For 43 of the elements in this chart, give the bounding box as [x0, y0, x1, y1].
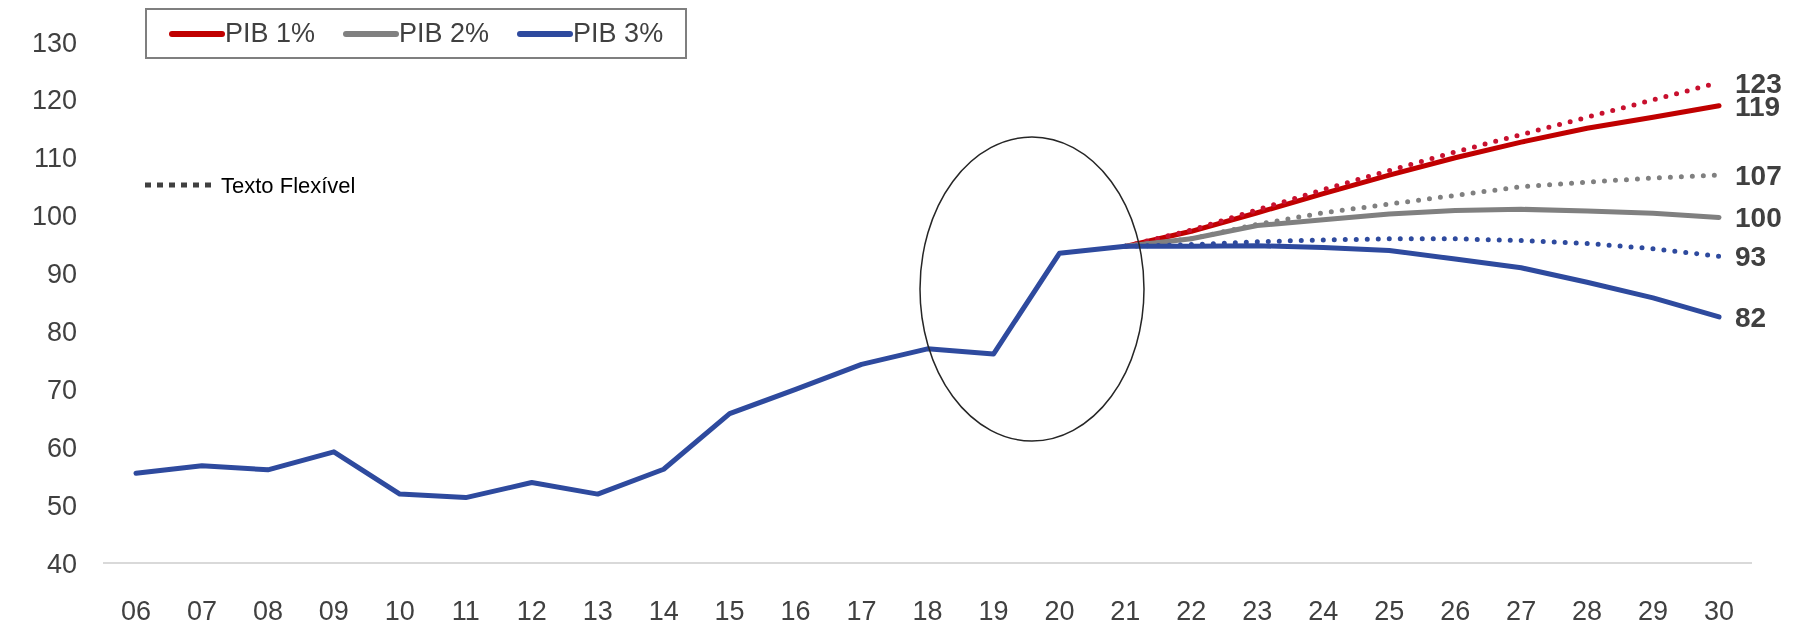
y-tick-label: 60	[46, 432, 77, 463]
y-tick-label: 40	[46, 548, 77, 579]
x-tick-label: 29	[1638, 596, 1669, 627]
x-tick-label: 12	[516, 596, 547, 627]
x-tick-label: 15	[714, 596, 745, 627]
x-tick-label: 24	[1308, 596, 1339, 627]
data-label: 93	[1735, 241, 1767, 273]
y-tick-label: 80	[46, 317, 77, 348]
x-tick-label: 10	[384, 596, 415, 627]
x-tick-label: 07	[186, 596, 217, 627]
data-label: 82	[1735, 301, 1767, 333]
x-tick-label: 22	[1176, 596, 1207, 627]
x-tick-label: 06	[120, 596, 151, 627]
legend-label: PIB 2%	[399, 18, 490, 49]
x-tick-label: 19	[978, 596, 1009, 627]
x-tick-label: 08	[252, 596, 283, 627]
x-tick-label: 26	[1440, 596, 1471, 627]
x-tick-label: 25	[1374, 596, 1405, 627]
x-tick-label: 30	[1704, 596, 1735, 627]
x-tick-label: 17	[846, 596, 877, 627]
x-tick-label: 21	[1110, 596, 1141, 627]
x-tick-label: 16	[780, 596, 811, 627]
x-tick-label: 20	[1044, 596, 1075, 627]
legend-label: PIB 3%	[573, 18, 664, 49]
x-tick-label: 27	[1506, 596, 1537, 627]
x-tick-label: 09	[318, 596, 349, 627]
x-tick-label: 18	[912, 596, 943, 627]
legend-label: PIB 1%	[225, 18, 316, 49]
y-tick-label: 70	[46, 374, 77, 405]
y-tick-label: 50	[46, 490, 77, 521]
x-tick-label: 14	[648, 596, 679, 627]
y-tick-label: 130	[31, 27, 77, 58]
x-tick-label: 23	[1242, 596, 1273, 627]
x-tick-label: 11	[451, 596, 480, 627]
data-label: 100	[1735, 202, 1782, 234]
y-tick-label: 100	[31, 201, 77, 232]
x-tick-label: 28	[1572, 596, 1603, 627]
x-tick-label: 13	[582, 596, 613, 627]
data-label: 107	[1735, 160, 1782, 192]
annotation: Texto Flexível	[221, 173, 356, 198]
y-tick-label: 120	[31, 85, 77, 116]
y-tick-label: 90	[46, 259, 77, 290]
y-tick-label: 110	[33, 143, 77, 174]
